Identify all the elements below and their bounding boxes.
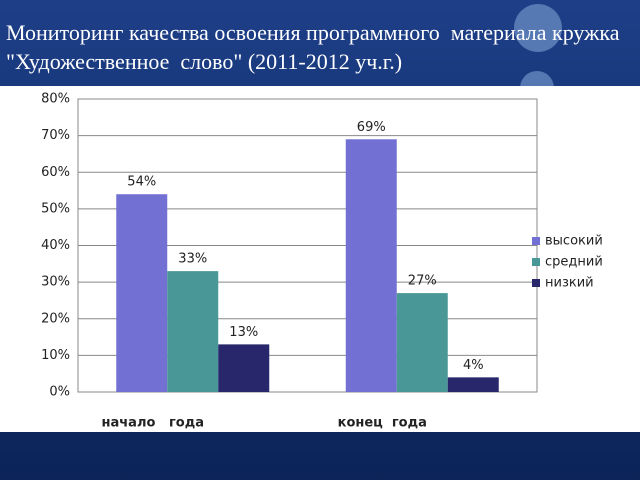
y-tick-label: 30% (41, 275, 70, 290)
bar (447, 377, 499, 392)
bar (345, 139, 397, 392)
bar (167, 271, 219, 392)
legend-label: низкий (545, 276, 594, 291)
y-tick-label: 20% (41, 311, 70, 326)
legend-label: высокий (545, 234, 603, 249)
legend-swatch (532, 237, 540, 245)
data-label: 33% (178, 252, 207, 267)
slide-title: Мониторинг качества освоения программног… (6, 20, 625, 74)
bar (396, 293, 448, 392)
bar (116, 194, 168, 392)
y-tick-label: 40% (41, 238, 70, 253)
chart-area (0, 86, 640, 432)
bar (218, 344, 270, 392)
y-tick-label: 50% (41, 201, 70, 216)
data-label: 69% (357, 120, 386, 135)
data-label: 54% (127, 175, 156, 190)
y-tick-label: 60% (41, 165, 70, 180)
y-tick-label: 0% (49, 385, 70, 400)
data-label: 27% (408, 274, 437, 289)
x-tick-label: начало года (102, 416, 204, 431)
y-tick-label: 70% (41, 128, 70, 143)
y-tick-label: 10% (41, 348, 70, 363)
legend-swatch (532, 279, 540, 287)
data-label: 4% (463, 358, 484, 373)
x-tick-label: конец года (338, 416, 427, 431)
decoration (514, 4, 562, 52)
legend-swatch (532, 258, 540, 266)
legend-label: средний (545, 255, 603, 270)
data-label: 13% (229, 325, 258, 340)
y-tick-label: 80% (41, 92, 70, 107)
